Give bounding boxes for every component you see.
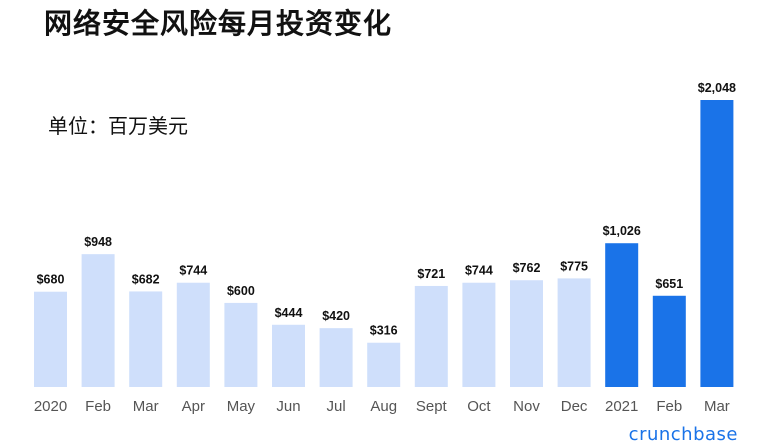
- bar-14: [700, 100, 734, 387]
- value-label-5: $444: [275, 306, 303, 320]
- value-label-4: $600: [227, 284, 255, 298]
- category-label-6: Jul: [327, 398, 346, 415]
- category-label-2: Mar: [133, 398, 159, 415]
- value-label-0: $680: [37, 273, 65, 287]
- category-label-8: Sept: [416, 398, 448, 415]
- value-label-9: $744: [465, 264, 493, 278]
- value-label-6: $420: [322, 309, 350, 323]
- bar-3: [176, 282, 210, 387]
- category-label-4: May: [227, 398, 256, 415]
- value-label-8: $721: [417, 267, 445, 281]
- value-label-3: $744: [179, 264, 207, 278]
- category-label-11: Dec: [561, 398, 588, 415]
- bar-11: [557, 278, 591, 387]
- bar-8: [414, 285, 448, 387]
- bar-13: [652, 295, 686, 387]
- brand-logo: crunchbase: [628, 424, 738, 445]
- category-label-1: Feb: [85, 398, 111, 415]
- category-label-13: Feb: [656, 398, 682, 415]
- value-label-14: $2,048: [698, 81, 736, 95]
- value-label-11: $775: [560, 259, 588, 273]
- value-label-2: $682: [132, 272, 160, 286]
- category-label-7: Aug: [370, 398, 397, 415]
- unit-label: 单位：百万美元: [48, 114, 188, 138]
- category-label-0: 2020: [34, 398, 67, 415]
- category-label-14: Mar: [704, 398, 730, 415]
- value-label-12: $1,026: [603, 224, 641, 238]
- value-label-7: $316: [370, 324, 398, 338]
- bar-5: [272, 324, 305, 387]
- value-label-1: $948: [84, 235, 112, 249]
- bar-9: [462, 282, 496, 387]
- bar-0: [34, 291, 67, 387]
- bar-10: [510, 280, 543, 387]
- category-label-10: Nov: [513, 398, 540, 415]
- category-label-12: 2021: [605, 398, 638, 415]
- bar-7: [367, 342, 401, 387]
- bar-1: [81, 254, 115, 387]
- bar-2: [129, 291, 163, 387]
- category-label-5: Jun: [276, 398, 300, 415]
- bar-6: [319, 328, 353, 387]
- bar-4: [224, 302, 258, 387]
- category-label-9: Oct: [467, 398, 491, 415]
- category-label-3: Apr: [182, 398, 205, 415]
- value-label-10: $762: [513, 261, 541, 275]
- bar-12: [605, 243, 639, 387]
- value-label-13: $651: [655, 277, 683, 291]
- chart-title: 网络安全风险每月投资变化: [44, 7, 393, 40]
